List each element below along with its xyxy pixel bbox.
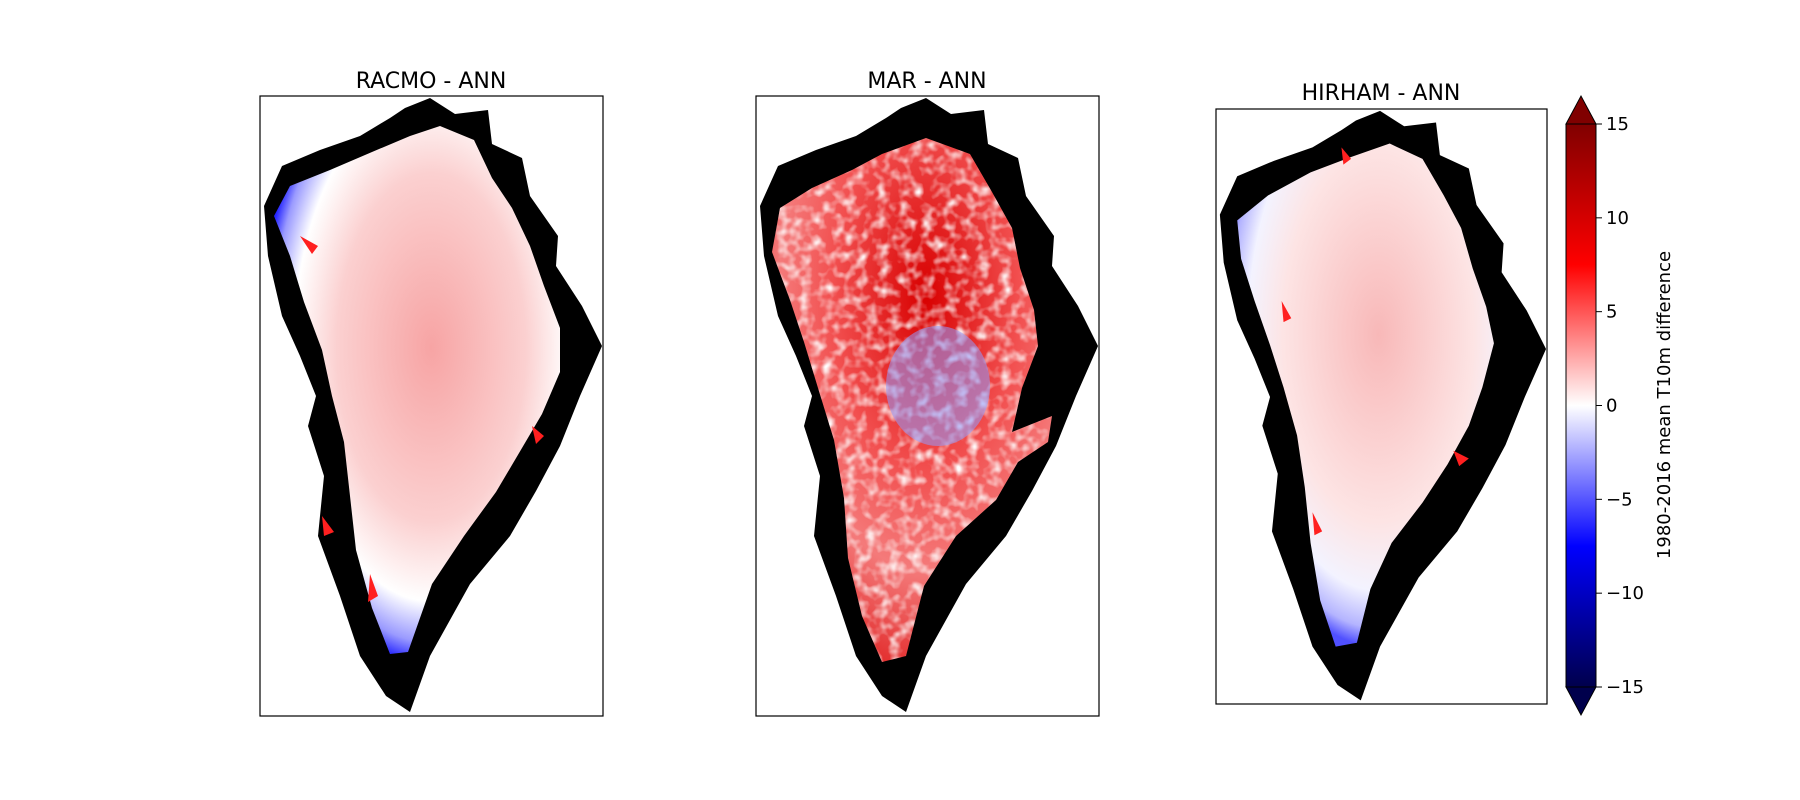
colorbar-tick-label: −5 — [1606, 489, 1633, 510]
colorbar-extend-min — [1565, 686, 1597, 717]
central-negative-patch-mar — [886, 326, 990, 446]
panel-hirham: HIRHAM - ANN — [1215, 81, 1548, 705]
panel-frame-mar — [755, 95, 1100, 717]
colorbar-tick-label: 5 — [1606, 302, 1617, 323]
colorbar-tick-label: −10 — [1606, 583, 1644, 604]
ice-sheet-hirham — [1237, 143, 1494, 647]
colorbar-tick-label: 10 — [1606, 208, 1629, 229]
panel-frame-racmo — [259, 95, 604, 717]
panel-title-mar: MAR - ANN — [867, 69, 986, 94]
panel-frame-hirham — [1215, 108, 1548, 705]
panel-mar: MAR - ANN — [755, 69, 1100, 717]
panel-title-racmo: RACMO - ANN — [356, 69, 507, 94]
ice-sheet-racmo — [274, 126, 560, 654]
colorbar-ticks: 15 10 5 0 −5 −10 −15 — [1596, 114, 1644, 698]
colorbar: 15 10 5 0 −5 −10 −15 1980-2016 mean T10m diffe… — [1565, 94, 1675, 717]
colorbar-tick-label: −15 — [1606, 677, 1644, 698]
greenland-map-racmo — [264, 98, 602, 712]
greenland-map-hirham — [1219, 110, 1547, 701]
greenland-map-mar — [760, 98, 1098, 712]
colorbar-gradient — [1565, 123, 1597, 688]
colorbar-tick-label: 15 — [1606, 114, 1629, 135]
colorbar-tick-label: 0 — [1606, 396, 1617, 417]
panel-title-hirham: HIRHAM - ANN — [1302, 81, 1461, 106]
colorbar-extend-max — [1565, 94, 1597, 125]
panel-racmo: RACMO - ANN — [259, 69, 604, 717]
colorbar-label: 1980-2016 mean T10m difference — [1654, 251, 1675, 559]
